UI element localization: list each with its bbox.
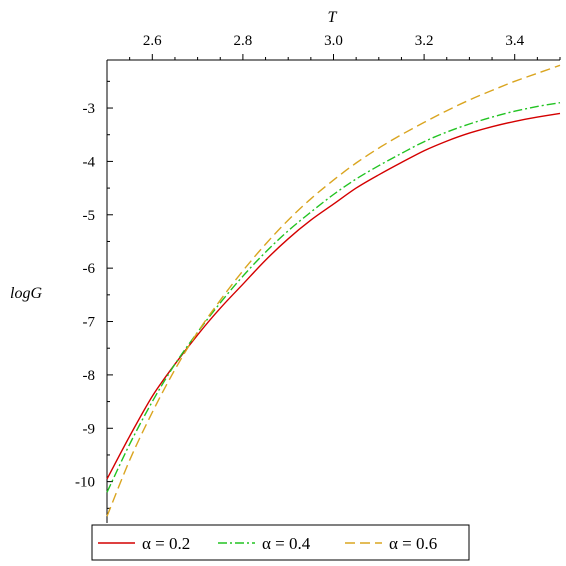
series-line-2 bbox=[106, 102, 561, 493]
x-tick-label: 3.4 bbox=[505, 33, 524, 49]
series-line-1 bbox=[106, 112, 561, 480]
x-tick-label: 2.6 bbox=[143, 33, 162, 49]
y-tick-label: -9 bbox=[83, 421, 96, 437]
y-tick-label: -7 bbox=[83, 315, 96, 331]
x-axis-title: T bbox=[328, 9, 338, 26]
y-tick-label: -4 bbox=[83, 154, 96, 170]
axes: 2.6 2.8 3.0 3.2 3.4 -3 -4 -5 -6 -7 -8 -9 -10 bbox=[75, 33, 561, 523]
x-tick-label: 3.2 bbox=[415, 33, 434, 49]
y-tick-label: -3 bbox=[83, 101, 96, 117]
y-tick-label: -10 bbox=[75, 475, 95, 491]
plot-curves bbox=[106, 64, 561, 517]
series-line-3 bbox=[106, 64, 561, 517]
legend-label-3: α = 0.6 bbox=[389, 534, 437, 553]
y-tick-label: -5 bbox=[83, 208, 96, 224]
legend-label-1: α = 0.2 bbox=[142, 534, 190, 553]
y-tick-label: -8 bbox=[83, 368, 96, 384]
y-tick-label: -6 bbox=[83, 261, 96, 277]
legend-box bbox=[91, 524, 470, 561]
legend-label-2: α = 0.4 bbox=[262, 534, 311, 553]
x-tick-label: 3.0 bbox=[324, 33, 343, 49]
y-axis-title: logG bbox=[10, 285, 42, 302]
x-tick-label: 2.8 bbox=[234, 33, 253, 49]
legend: α = 0.2 α = 0.4 α = 0.6 bbox=[91, 524, 470, 561]
